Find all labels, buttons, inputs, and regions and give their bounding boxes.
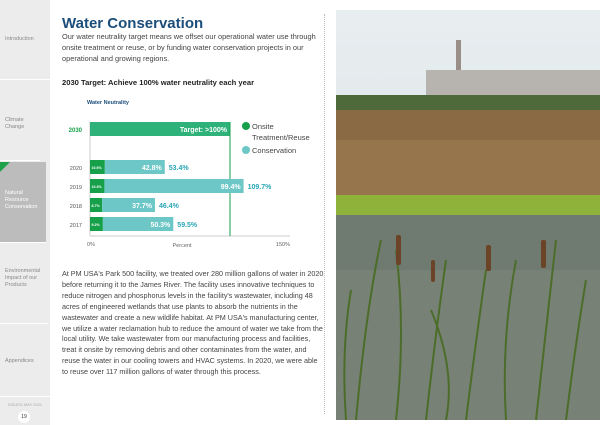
onsite-value-label: 8.7% [92, 204, 101, 208]
sidebar-item-label: Climate Change [5, 117, 25, 130]
bar-conservation [104, 179, 244, 193]
conservation-value-label: 99.4% [221, 184, 242, 191]
body-text: At PM USA's Park 500 facility, we treate… [62, 269, 324, 377]
sidebar-item-environmental-impact[interactable]: Environmental Impact of our Products [0, 244, 48, 324]
x-tick-label: 0% [87, 242, 95, 248]
bar-conservation [102, 198, 155, 212]
sidebar-item-natural-resource-conservation[interactable]: Natural Resource Conservation [0, 162, 46, 243]
total-value-label: 53.4% [169, 165, 190, 172]
page-title: Water Conservation [62, 15, 204, 32]
bar-onsite [90, 198, 103, 212]
target-bar [90, 122, 230, 136]
wetland-photo [336, 10, 600, 420]
legend-onsite-label-2: Treatment/Reuse [252, 133, 310, 142]
divider [324, 14, 325, 414]
total-value-label: 46.4% [159, 203, 180, 210]
category-label: 2018 [70, 204, 82, 210]
onsite-value-label: 10.6% [92, 166, 103, 170]
total-value-label: 109.7% [248, 184, 273, 191]
bar-onsite [90, 160, 105, 174]
bar-onsite [90, 217, 103, 231]
sidebar-item-introduction[interactable]: Introduction [0, 0, 50, 80]
sidebar-item-label: Appendices [5, 358, 34, 364]
legend-conservation-label: Conservation [252, 146, 296, 155]
sidebar-item-label: Introduction [5, 36, 34, 42]
issued-date: ISSUED MAY 2021 [7, 402, 43, 407]
water-neutrality-chart: Target: >100% 2030 2020 10.6% 42.8% 53.4% 2019… [69, 122, 310, 249]
bar-onsite [90, 179, 105, 193]
sidebar: Introduction Climate Change Natural Reso… [0, 0, 50, 425]
x-tick-label: 150% [276, 242, 290, 248]
category-label: 2020 [70, 166, 82, 172]
x-axis-label: Percent [173, 243, 192, 249]
page-number: 19 [18, 411, 30, 423]
legend-onsite-icon [242, 122, 250, 130]
onsite-value-label: 9.2% [92, 223, 101, 227]
target-label: Target: >100% [180, 127, 228, 134]
conservation-value-label: 50.3% [150, 222, 171, 229]
sidebar-item-appendices[interactable]: Appendices [0, 325, 50, 397]
sidebar-item-label: Environmental Impact of our Products [5, 268, 41, 288]
conservation-value-label: 37.7% [132, 203, 153, 210]
total-value-label: 59.5% [177, 222, 198, 229]
chart-title: Water Neutrality [87, 100, 129, 106]
intro-text: Our water neutrality target means we off… [62, 32, 316, 63]
category-label: 2019 [70, 185, 82, 191]
category-label: 2017 [70, 223, 82, 229]
sidebar-item-label: Natural Resource Conservation [5, 190, 38, 210]
bar-conservation [104, 160, 165, 174]
onsite-value-label: 10.3% [92, 185, 103, 189]
sidebar-item-climate-change[interactable]: Climate Change [0, 81, 40, 161]
target-heading: 2030 Target: Achieve 100% water neutrali… [62, 78, 255, 87]
legend-onsite-label: Onsite [252, 122, 274, 131]
bar-conservation [102, 217, 174, 231]
target-category: 2030 [69, 128, 83, 134]
conservation-value-label: 42.8% [142, 165, 163, 172]
legend-conservation-icon [242, 146, 250, 154]
